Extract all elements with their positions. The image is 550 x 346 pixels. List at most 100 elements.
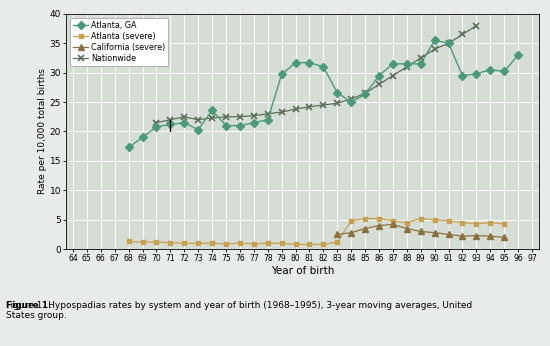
Atlanta, GA: [278, 72, 285, 76]
Nationwide: [250, 113, 257, 118]
Atlanta (severe): [320, 242, 327, 246]
Nationwide: [236, 115, 243, 119]
Nationwide: [181, 115, 188, 119]
Atlanta (severe): [446, 219, 452, 223]
Atlanta (severe): [292, 242, 299, 246]
Nationwide: [389, 73, 396, 78]
Nationwide: [153, 120, 159, 125]
Atlanta, GA: [139, 135, 146, 139]
Atlanta, GA: [223, 124, 229, 128]
California (severe): [501, 235, 508, 239]
Nationwide: [431, 47, 438, 51]
Atlanta, GA: [306, 61, 313, 65]
Nationwide: [292, 107, 299, 111]
California (severe): [376, 224, 382, 228]
X-axis label: Year of birth: Year of birth: [271, 266, 334, 276]
Atlanta (severe): [376, 217, 382, 221]
Atlanta (severe): [473, 222, 480, 226]
Atlanta, GA: [195, 128, 201, 132]
Atlanta, GA: [404, 62, 410, 66]
Atlanta (severe): [431, 218, 438, 222]
Text: Figure 1.: Figure 1.: [6, 301, 51, 310]
Atlanta, GA: [362, 92, 369, 97]
Atlanta, GA: [320, 65, 327, 69]
Nationwide: [348, 97, 355, 101]
Atlanta (severe): [181, 241, 188, 245]
Atlanta, GA: [459, 73, 466, 78]
California (severe): [431, 230, 438, 235]
Atlanta, GA: [515, 53, 521, 57]
California (severe): [362, 226, 369, 230]
Nationwide: [446, 41, 452, 45]
Nationwide: [473, 24, 480, 28]
Legend: Atlanta, GA, Atlanta (severe), California (severe), Nationwide: Atlanta, GA, Atlanta (severe), Californi…: [70, 18, 168, 66]
Text: Figure 1. Hypospadias rates by system and year of birth (1968–1995), 3-year movi: Figure 1. Hypospadias rates by system an…: [6, 301, 472, 320]
California (severe): [389, 222, 396, 227]
Nationwide: [417, 56, 424, 60]
Atlanta, GA: [487, 67, 493, 72]
Atlanta (severe): [501, 222, 508, 226]
Atlanta (severe): [223, 242, 229, 246]
Nationwide: [459, 32, 466, 36]
Atlanta (severe): [250, 242, 257, 246]
Nationwide: [334, 101, 340, 105]
Line: Nationwide: Nationwide: [153, 22, 480, 126]
Line: Atlanta, GA: Atlanta, GA: [125, 37, 521, 151]
California (severe): [487, 234, 493, 238]
Atlanta, GA: [181, 120, 188, 125]
California (severe): [334, 233, 340, 237]
Atlanta, GA: [417, 62, 424, 66]
California (severe): [417, 229, 424, 234]
Line: California (severe): California (severe): [334, 222, 507, 240]
Atlanta, GA: [292, 61, 299, 65]
Atlanta (severe): [139, 240, 146, 244]
Atlanta, GA: [473, 72, 480, 76]
Atlanta (severe): [362, 217, 369, 221]
Nationwide: [362, 91, 369, 95]
Atlanta, GA: [250, 120, 257, 125]
Line: Atlanta (severe): Atlanta (severe): [126, 216, 507, 247]
Atlanta (severe): [417, 217, 424, 221]
Atlanta (severe): [167, 240, 174, 245]
Nationwide: [223, 115, 229, 119]
Nationwide: [320, 103, 327, 107]
Atlanta (severe): [487, 221, 493, 225]
California (severe): [348, 230, 355, 235]
Atlanta (severe): [404, 221, 410, 225]
Atlanta (severe): [153, 240, 159, 244]
Nationwide: [195, 118, 201, 122]
Atlanta, GA: [265, 118, 271, 122]
California (severe): [459, 234, 466, 238]
Atlanta, GA: [334, 91, 340, 95]
Atlanta, GA: [389, 62, 396, 66]
Atlanta, GA: [209, 108, 216, 112]
Atlanta, GA: [167, 122, 174, 127]
California (severe): [446, 233, 452, 237]
Y-axis label: Rate per 10,000 total births: Rate per 10,000 total births: [38, 69, 47, 194]
Atlanta (severe): [195, 241, 201, 245]
Atlanta, GA: [153, 125, 159, 129]
Atlanta (severe): [306, 242, 313, 246]
Atlanta (severe): [209, 241, 216, 245]
Atlanta, GA: [376, 73, 382, 78]
Atlanta (severe): [389, 219, 396, 223]
Atlanta (severe): [236, 241, 243, 245]
Atlanta, GA: [125, 145, 132, 149]
Nationwide: [265, 112, 271, 116]
Atlanta (severe): [265, 241, 271, 245]
Atlanta (severe): [348, 219, 355, 223]
Nationwide: [376, 82, 382, 86]
Nationwide: [404, 65, 410, 69]
Atlanta (severe): [459, 221, 466, 225]
Atlanta (severe): [334, 240, 340, 244]
Atlanta, GA: [348, 100, 355, 104]
Atlanta, GA: [236, 124, 243, 128]
Nationwide: [278, 110, 285, 114]
Nationwide: [167, 118, 174, 122]
Atlanta, GA: [501, 70, 508, 74]
Nationwide: [306, 105, 313, 109]
Atlanta, GA: [431, 38, 438, 42]
Atlanta (severe): [278, 241, 285, 245]
California (severe): [404, 226, 410, 230]
California (severe): [473, 234, 480, 238]
